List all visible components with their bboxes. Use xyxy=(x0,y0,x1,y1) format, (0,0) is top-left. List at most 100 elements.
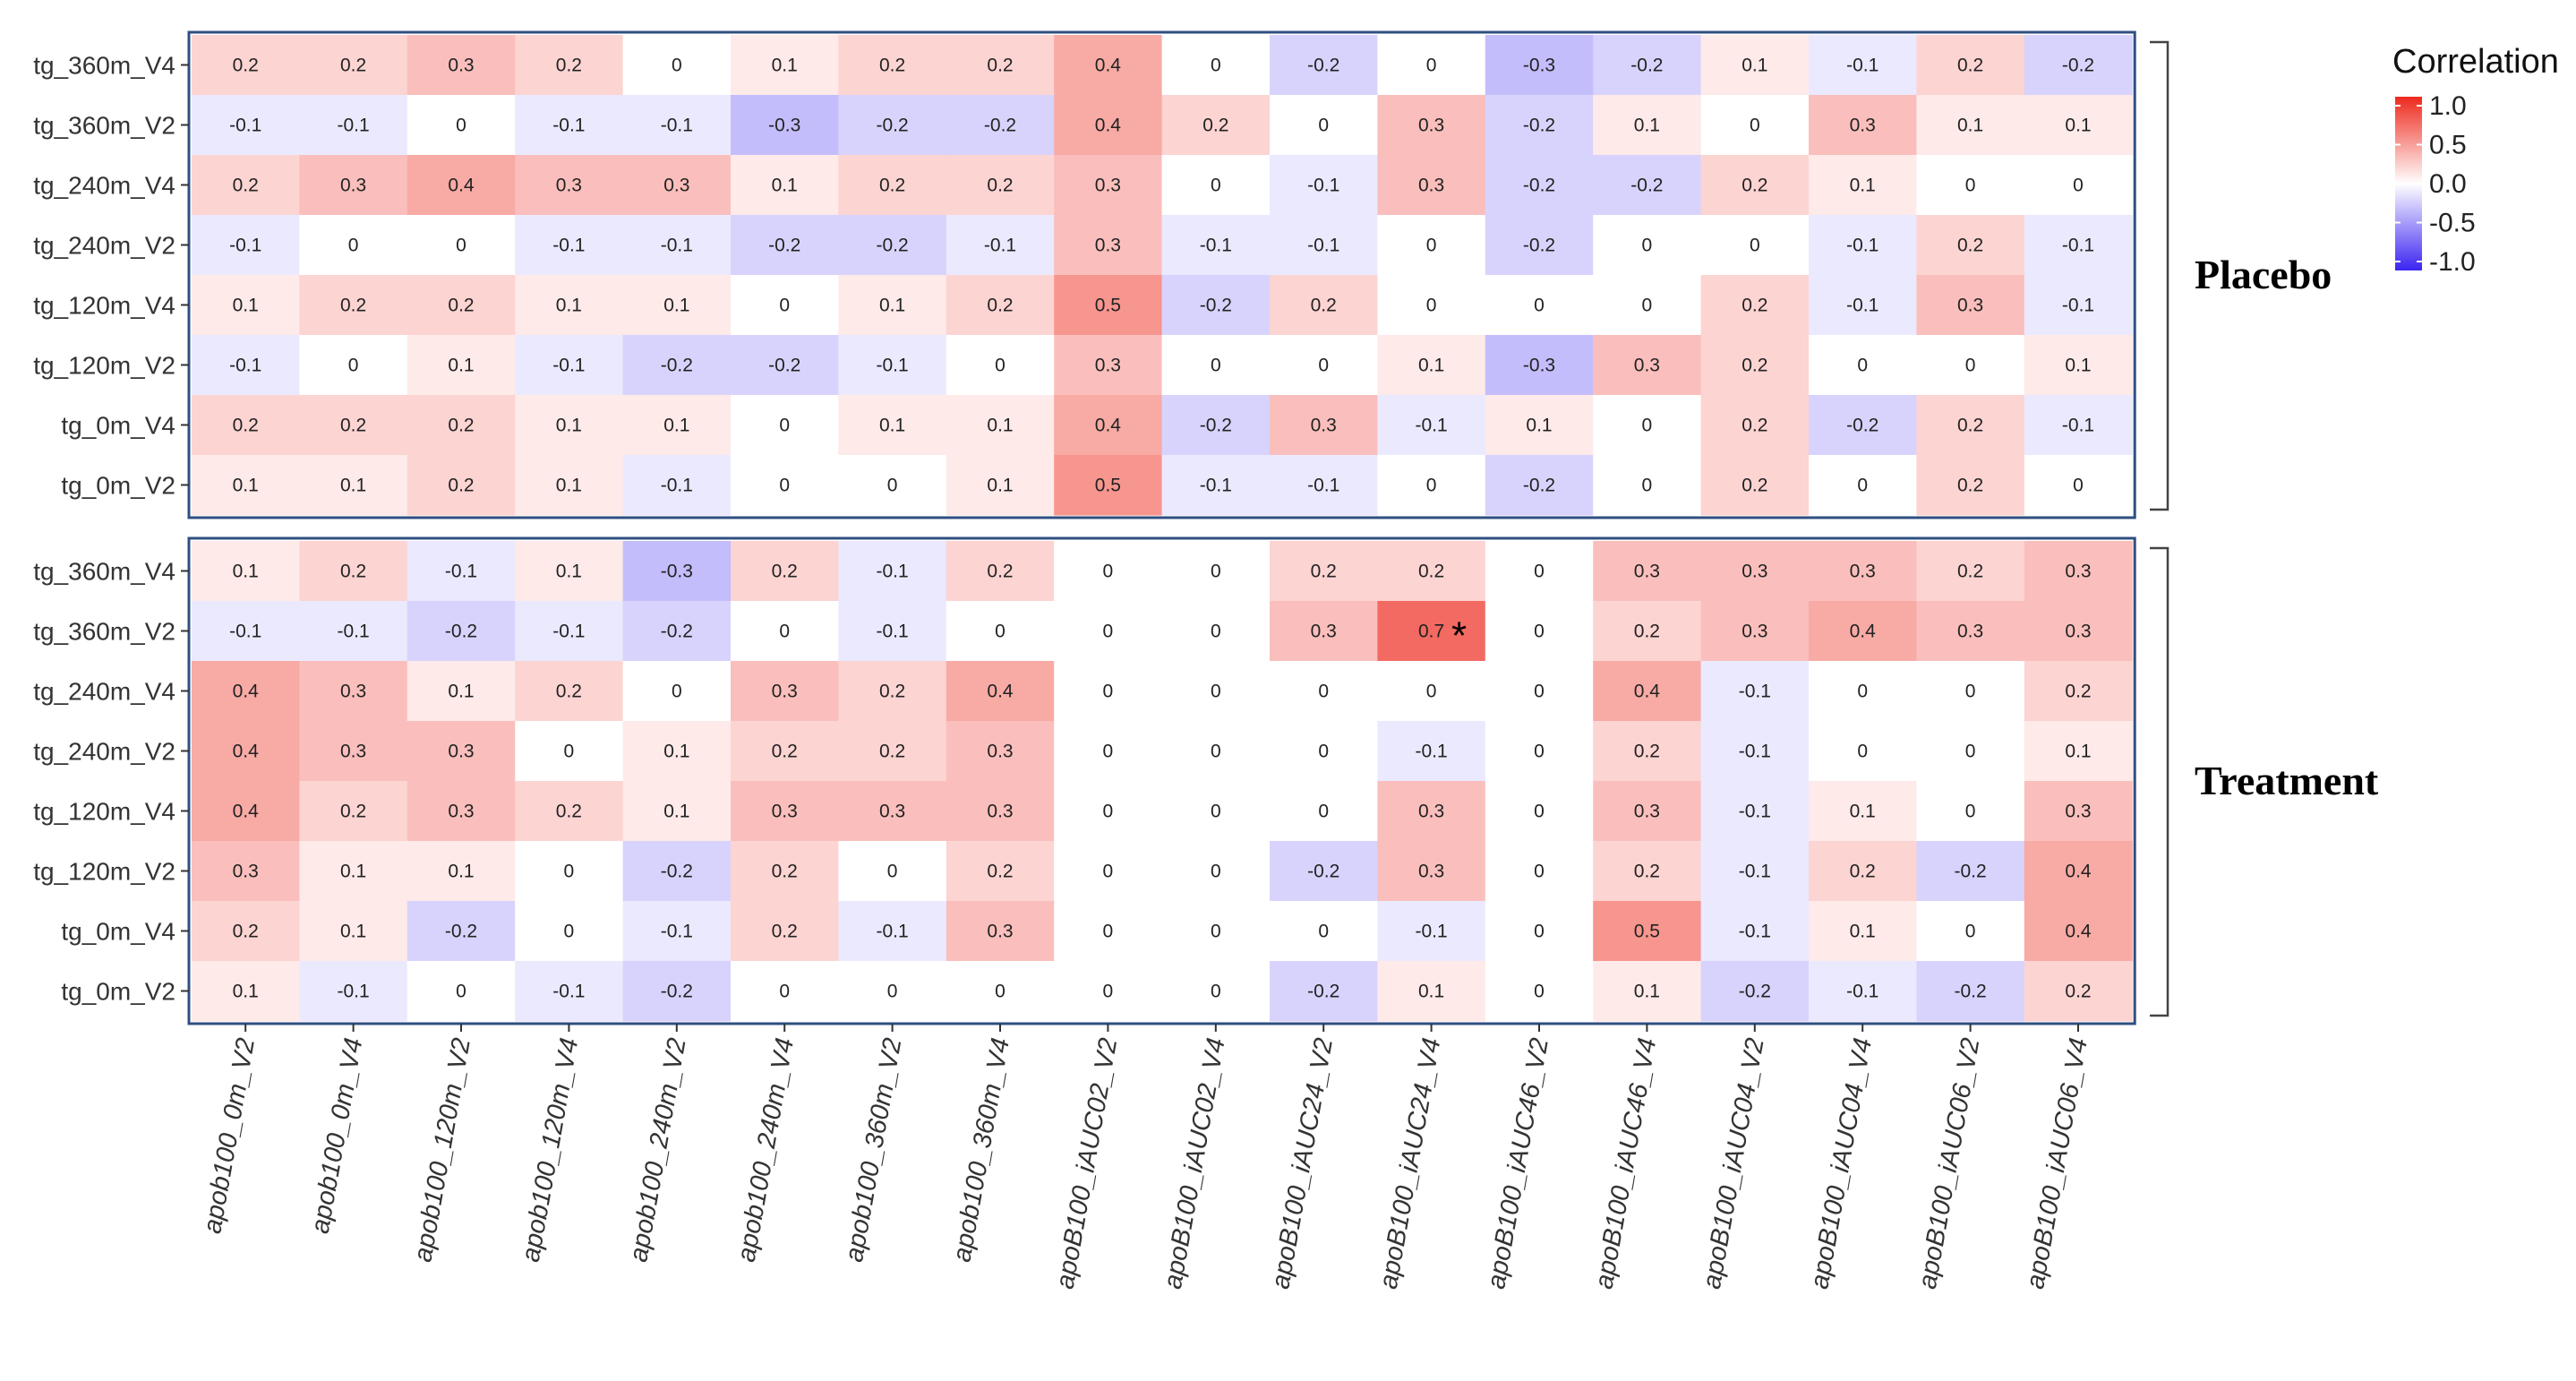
heatmap-cell xyxy=(1809,35,1917,96)
cell-value-label: -0.1 xyxy=(229,116,261,136)
panel-frames xyxy=(187,30,2136,1025)
heatmap-cell xyxy=(192,335,300,396)
heatmap-cell xyxy=(731,901,839,962)
heatmap-cell xyxy=(1485,215,1594,276)
heatmap-cell xyxy=(299,781,408,842)
heatmap-cell xyxy=(838,841,947,902)
cell-value-label: 0 xyxy=(779,296,790,316)
heatmap-cell xyxy=(1485,455,1594,516)
cell-value-label: -0.2 xyxy=(445,622,477,642)
heatmap-cell xyxy=(192,901,300,962)
heatmap-cell xyxy=(1916,661,2025,722)
heatmap-cell xyxy=(946,395,1055,456)
heatmap-cell xyxy=(946,155,1055,216)
heatmap-cell xyxy=(1054,395,1163,456)
cell-value-label: 0.2 xyxy=(1742,176,1767,196)
heatmap-cell xyxy=(1809,841,1917,902)
heatmap-cell xyxy=(1161,395,1271,456)
column-label: apoB100_iAUC04_V4 xyxy=(1805,1036,1878,1291)
cell-value-label: 0.3 xyxy=(1418,176,1444,196)
cell-value-label: 0.1 xyxy=(1418,982,1444,1002)
cell-value-label: 0.2 xyxy=(772,862,798,882)
heatmap-cell xyxy=(1485,601,1594,662)
cell-value-label: 0.1 xyxy=(1850,176,1876,196)
cell-value-label: 0.3 xyxy=(1311,622,1337,642)
cell-value-label: 0 xyxy=(1965,682,1976,702)
heatmap-cell xyxy=(1809,395,1917,456)
cell-value-label: -0.3 xyxy=(1523,356,1555,376)
heatmap-cell xyxy=(407,395,516,456)
cell-value-label: 0.3 xyxy=(987,922,1013,942)
cell-value-label: -0.1 xyxy=(661,116,693,136)
heatmap-cell xyxy=(1700,961,1810,1022)
heatmap-cell xyxy=(1809,721,1917,782)
heatmap-cell xyxy=(299,661,408,722)
heatmap-cell xyxy=(299,601,408,662)
panel-border xyxy=(187,536,2136,1025)
cell-value-label: -0.1 xyxy=(1846,982,1879,1002)
cell-value-label: 0.1 xyxy=(233,982,259,1002)
heatmap-cell xyxy=(946,541,1055,602)
cell-value-label: 0 xyxy=(1211,56,1221,76)
heatmap-cell xyxy=(731,661,839,722)
heatmap-cell xyxy=(2024,601,2133,662)
heatmap-cell xyxy=(622,95,732,156)
cell-value-label: -0.1 xyxy=(877,622,909,642)
cell-value-label: 0.2 xyxy=(1634,862,1660,882)
heatmap-cell xyxy=(1916,721,2025,782)
heatmap-cell xyxy=(1916,455,2025,516)
row-label: tg_360m_V2 xyxy=(33,618,175,646)
heatmap-cell xyxy=(407,215,516,276)
cell-value-label: -0.3 xyxy=(661,562,693,582)
cell-value-label: -0.2 xyxy=(445,922,477,942)
cell-value-label: 0.3 xyxy=(2065,802,2091,822)
cell-value-label: 0 xyxy=(1211,982,1221,1002)
heatmap-cell xyxy=(1916,275,2025,336)
column-label: apoB100_iAUC06_V4 xyxy=(2021,1036,2093,1291)
cell-value-label: -0.2 xyxy=(1523,236,1555,256)
heatmap-cell xyxy=(192,721,300,782)
heatmap-cell xyxy=(1809,661,1917,722)
heatmap-cell xyxy=(1054,215,1163,276)
cell-value-label: 0.2 xyxy=(1957,476,1983,496)
heatmap-cell xyxy=(515,275,624,336)
heatmap-cell xyxy=(838,335,947,396)
heatmap-cell xyxy=(1916,35,2025,96)
heatmap-cell xyxy=(1593,781,1702,842)
heatmap-cell xyxy=(192,601,300,662)
heatmap-cell xyxy=(1593,215,1702,276)
heatmap-cell xyxy=(1377,721,1486,782)
cell-value-label: 0.1 xyxy=(448,682,474,702)
cell-value-label: 0 xyxy=(1534,296,1545,316)
heatmap-cell xyxy=(1593,455,1702,516)
cell-value-label: 0 xyxy=(1103,562,1114,582)
cell-value-label: -0.2 xyxy=(1846,416,1879,436)
heatmap-cell xyxy=(1809,275,1917,336)
heatmap-cell xyxy=(407,455,516,516)
heatmap-cell xyxy=(515,155,624,216)
column-label: apoB100_iAUC46_V4 xyxy=(1590,1036,1663,1291)
cell-value-label: 0.2 xyxy=(772,562,798,582)
cell-value-label: 0.1 xyxy=(233,296,259,316)
cell-value-label: 0.3 xyxy=(1418,116,1444,136)
cell-value-label: 0.3 xyxy=(879,802,905,822)
heatmap-cell xyxy=(1593,541,1702,602)
heatmap-cell xyxy=(1485,35,1594,96)
heatmap-cell xyxy=(1054,661,1163,722)
heatmap-cell xyxy=(192,395,300,456)
cell-value-label: 0 xyxy=(1642,296,1653,316)
cell-value-label: 0.4 xyxy=(1095,56,1122,76)
heatmap-cell xyxy=(1916,95,2025,156)
cell-value-label: 0 xyxy=(1534,982,1545,1002)
cell-value-label: 0.1 xyxy=(1850,922,1876,942)
column-label: apoB100_iAUC46_V2 xyxy=(1482,1036,1554,1291)
heatmap-cell xyxy=(1916,395,2025,456)
row-label: tg_240m_V4 xyxy=(33,678,175,706)
cell-value-label: 0 xyxy=(1103,742,1114,762)
heatmap-cell xyxy=(299,721,408,782)
cell-value-label: -0.2 xyxy=(877,236,909,256)
cell-value-label: 0 xyxy=(1318,802,1329,822)
cell-value-label: 0 xyxy=(887,476,898,496)
heatmap-cell xyxy=(1593,35,1702,96)
heatmap-cell xyxy=(192,275,300,336)
